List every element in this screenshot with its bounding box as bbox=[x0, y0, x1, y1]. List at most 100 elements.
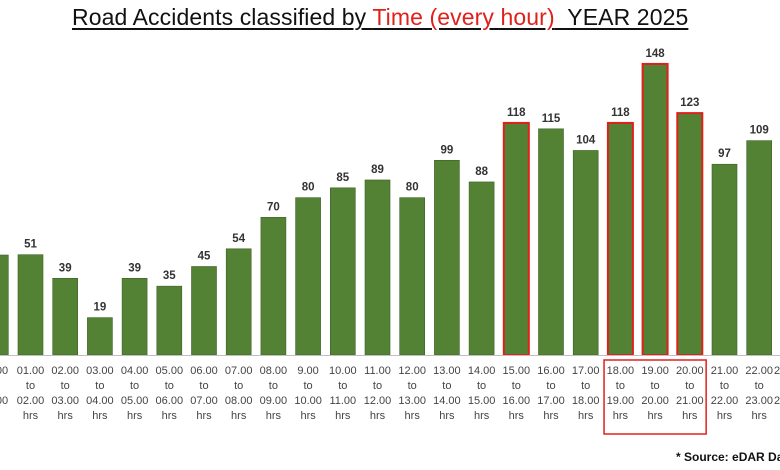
bar-5 bbox=[156, 285, 183, 356]
title-part-3: YEAR 2025 bbox=[554, 4, 689, 30]
x-tick-label-19-2: 20.00 bbox=[641, 395, 669, 407]
x-tick-label-7-1: to bbox=[234, 380, 243, 392]
x-tick-label-6-0: 06.00 bbox=[190, 365, 218, 377]
x-tick-label-2-2: 03.00 bbox=[51, 395, 79, 407]
bar-4 bbox=[121, 277, 148, 356]
x-tick-label-4-2: 05.00 bbox=[121, 395, 149, 407]
x-tick-label-3-0: 03.00 bbox=[86, 365, 114, 377]
data-label-16: 115 bbox=[542, 113, 561, 125]
data-label-17: 104 bbox=[576, 134, 596, 146]
x-tick-label-9-3: hrs bbox=[300, 410, 316, 422]
x-tick-label-21-2: 22.00 bbox=[711, 395, 739, 407]
data-label-18: 118 bbox=[611, 107, 630, 119]
x-tick-label-12-0: 12.00 bbox=[398, 365, 426, 377]
bar-0 bbox=[0, 254, 9, 356]
x-tick-label-2-1: to bbox=[61, 380, 70, 392]
x-tick-label-15-0: 15.00 bbox=[503, 365, 531, 377]
data-label-4: 39 bbox=[128, 262, 141, 274]
source-note: * Source: eDAR Da bbox=[676, 450, 780, 464]
x-tick-label-19-3: hrs bbox=[647, 410, 663, 422]
x-tick-label-15-2: 16.00 bbox=[503, 395, 531, 407]
x-tick-label-16-2: 17.00 bbox=[537, 395, 565, 407]
x-tick-label-20-0: 20.00 bbox=[676, 365, 704, 377]
x-tick-label-18-3: hrs bbox=[613, 410, 629, 422]
chart-title-text: Road Accidents classified by Time (every… bbox=[72, 4, 688, 31]
bar-1 bbox=[17, 254, 44, 356]
bar-17 bbox=[572, 150, 599, 356]
bar-15 bbox=[502, 121, 530, 356]
x-tick-label-11-3: hrs bbox=[370, 410, 386, 422]
x-tick-label-17-0: 17.00 bbox=[572, 365, 600, 377]
x-tick-label-14-1: to bbox=[477, 380, 486, 392]
data-label-5: 35 bbox=[163, 270, 176, 282]
x-tick-label-21-1: to bbox=[720, 380, 729, 392]
x-tick-label-8-3: hrs bbox=[266, 410, 282, 422]
x-tick-label-8-0: 08.00 bbox=[260, 365, 288, 377]
x-tick-label-10-2: 11.00 bbox=[329, 395, 356, 407]
x-tick-label-10-1: to bbox=[338, 380, 347, 392]
x-tick-label-11-1: to bbox=[373, 380, 382, 392]
x-tick-label-1-0: 01.00 bbox=[17, 365, 45, 377]
data-label-1: 51 bbox=[24, 239, 37, 251]
data-label-12: 80 bbox=[406, 182, 419, 194]
bar-19 bbox=[641, 62, 669, 357]
x-tick-label-20-1: to bbox=[685, 380, 694, 392]
x-tick-label-9-2: 10.00 bbox=[294, 395, 322, 407]
data-label-15: 118 bbox=[507, 107, 526, 119]
x-tick-label-22-2: 23.00 bbox=[745, 395, 773, 407]
x-tick-label-1-3: hrs bbox=[23, 410, 39, 422]
x-tick-label-7-3: hrs bbox=[231, 410, 247, 422]
x-tick-label-9-1: to bbox=[304, 380, 313, 392]
bar-7 bbox=[225, 248, 252, 356]
x-tick-label-13-1: to bbox=[442, 380, 451, 392]
x-tick-label-12-2: 13.00 bbox=[398, 395, 426, 407]
x-tick-label-0-2: 00 bbox=[0, 395, 8, 407]
bar-3 bbox=[87, 317, 113, 356]
x-tick-label-18-1: to bbox=[616, 380, 625, 392]
bar-16 bbox=[538, 128, 564, 356]
data-label-2: 39 bbox=[59, 262, 72, 274]
x-tick-label-14-0: 14.00 bbox=[468, 365, 496, 377]
x-tick-label-12-1: to bbox=[408, 380, 417, 392]
x-tick-label-4-1: to bbox=[130, 380, 139, 392]
x-tick-label-13-0: 13.00 bbox=[433, 365, 461, 377]
x-tick-label-17-1: to bbox=[581, 380, 590, 392]
data-label-19: 148 bbox=[646, 48, 666, 60]
data-label-7: 54 bbox=[232, 233, 245, 245]
x-tick-label-5-3: hrs bbox=[162, 410, 178, 422]
x-tick-label-21-0: 21.00 bbox=[711, 365, 739, 377]
x-tick-label-2-3: hrs bbox=[58, 410, 74, 422]
x-tick-label-22-0: 22.00 bbox=[745, 365, 773, 377]
x-tick-label-4-0: 04.00 bbox=[121, 365, 149, 377]
x-tick-label-1-2: 02.00 bbox=[17, 395, 45, 407]
x-tick-label-3-2: 04.00 bbox=[86, 395, 114, 407]
x-tick-label-2-0: 02.00 bbox=[51, 365, 79, 377]
x-tick-label-16-3: hrs bbox=[543, 410, 559, 422]
x-tick-label-11-2: 12.00 bbox=[364, 395, 392, 407]
x-tick-label-20-2: 21.00 bbox=[676, 395, 704, 407]
x-tick-label-9-0: 9.00 bbox=[297, 365, 318, 377]
x-tick-label-6-3: hrs bbox=[196, 410, 212, 422]
bar-2 bbox=[52, 277, 79, 356]
x-tick-label-5-2: 06.00 bbox=[156, 395, 184, 407]
x-tick-label-8-1: to bbox=[269, 380, 278, 392]
x-tick-label-12-3: hrs bbox=[405, 410, 421, 422]
bar-9 bbox=[295, 197, 321, 356]
x-tick-label-7-0: 07.00 bbox=[225, 365, 253, 377]
x-tick-label-17-2: 18.00 bbox=[572, 395, 600, 407]
data-label-13: 99 bbox=[441, 144, 454, 156]
x-tick-label-22-3: hrs bbox=[752, 410, 768, 422]
x-tick-label-15-3: hrs bbox=[509, 410, 525, 422]
data-label-11: 89 bbox=[371, 164, 384, 176]
x-tick-label-3-1: to bbox=[95, 380, 104, 392]
x-tick-label-6-2: 07.00 bbox=[190, 395, 218, 407]
title-part-1: Road Accidents classified by bbox=[72, 4, 373, 30]
chart-title: Road Accidents classified by Time (every… bbox=[0, 4, 780, 40]
x-tick-label-23-2: 2 bbox=[774, 395, 780, 407]
data-label-20: 123 bbox=[680, 97, 699, 109]
x-tick-label-6-1: to bbox=[199, 380, 208, 392]
data-label-3: 19 bbox=[94, 302, 107, 314]
x-tick-label-18-0: 18.00 bbox=[607, 365, 635, 377]
x-tick-label-14-3: hrs bbox=[474, 410, 490, 422]
